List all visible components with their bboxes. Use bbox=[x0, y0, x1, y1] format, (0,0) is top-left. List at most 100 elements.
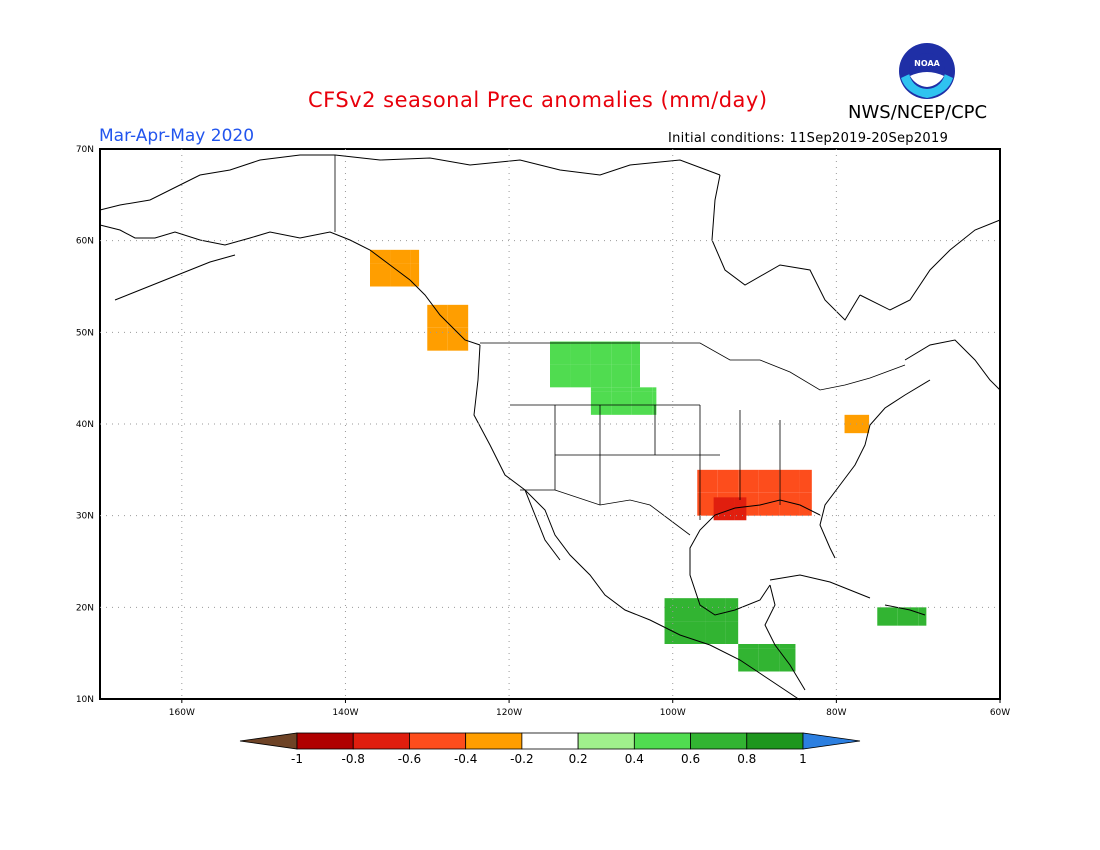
anomaly-cell bbox=[631, 364, 640, 388]
agency-label: NWS/NCEP/CPC bbox=[848, 102, 988, 123]
anomaly-cell bbox=[550, 341, 571, 365]
lat-tick-label: 70N bbox=[76, 145, 94, 155]
coastlines bbox=[99, 154, 1001, 701]
anomaly-cell bbox=[717, 469, 739, 493]
state-lines bbox=[510, 404, 781, 520]
cuba bbox=[769, 574, 871, 599]
colorbar-bin bbox=[633, 732, 691, 750]
lat-tick-label: 60N bbox=[76, 237, 94, 247]
lat-tick-label: 30N bbox=[76, 512, 94, 522]
colorbar-tick-label: -0.6 bbox=[398, 752, 421, 766]
canada-arctic bbox=[334, 154, 721, 176]
lat-tick-label: 50N bbox=[76, 328, 94, 338]
lon-tick-label: 80W bbox=[826, 708, 846, 718]
anomaly-cell bbox=[570, 341, 591, 365]
colorbar-tick-label: -0.2 bbox=[510, 752, 533, 766]
colorbar-tick-label: 0.2 bbox=[569, 752, 588, 766]
lon-tick-label: 100W bbox=[660, 708, 686, 718]
hudson-bay bbox=[711, 174, 861, 321]
colorbar-bin bbox=[746, 732, 804, 750]
anomaly-cell bbox=[758, 492, 780, 516]
colorbar: -1 -0.8 -0.6 -0.4 -0.2 0.2 0.4 0.6 0.8 1 bbox=[239, 732, 861, 766]
anomaly-cell bbox=[713, 497, 735, 521]
anomaly-cell bbox=[918, 607, 927, 626]
lat-tick-label: 20N bbox=[76, 603, 94, 613]
colorbar-tick-label: 1 bbox=[799, 752, 807, 766]
anomaly-cell bbox=[799, 469, 812, 493]
chart-title: CFSv2 seasonal Prec anomalies (mm/day) bbox=[308, 88, 768, 112]
anomaly-cell bbox=[590, 387, 612, 392]
colorbar-tick-label: -1 bbox=[291, 752, 303, 766]
colorbar-tick-label: -0.4 bbox=[454, 752, 477, 766]
anomaly-cell bbox=[611, 391, 632, 415]
anomaly-cell bbox=[897, 607, 919, 626]
colorbar-above-arrow bbox=[802, 732, 861, 750]
lon-tick-label: 160W bbox=[169, 708, 195, 718]
anomaly-cell bbox=[779, 644, 796, 649]
anomaly-cell bbox=[631, 387, 653, 392]
anomaly-cell bbox=[758, 469, 780, 493]
hispaniola bbox=[884, 604, 926, 616]
anomaly-cell bbox=[844, 414, 865, 434]
lon-tick-label: 60W bbox=[990, 708, 1010, 718]
anomaly-cell bbox=[697, 469, 718, 493]
period-label: Mar-Apr-May 2020 bbox=[99, 126, 255, 146]
anomaly-cell bbox=[758, 644, 780, 649]
anomaly-cell bbox=[877, 607, 898, 626]
anomaly-cell bbox=[370, 263, 391, 287]
colorbar-bin bbox=[465, 732, 523, 750]
colorbar-tick-label: -0.8 bbox=[342, 752, 365, 766]
map-grid bbox=[100, 149, 1000, 699]
baja bbox=[524, 489, 561, 561]
anomaly-cell bbox=[652, 391, 657, 415]
anomaly-cell bbox=[725, 598, 739, 622]
anomaly-cell bbox=[725, 621, 739, 644]
gulf-coast bbox=[689, 499, 821, 616]
colorbar-below-arrow bbox=[239, 732, 298, 750]
anomaly-cells bbox=[370, 249, 927, 672]
anomaly-cell bbox=[734, 497, 747, 521]
anomaly-cell bbox=[447, 304, 469, 328]
anomaly-cell bbox=[652, 387, 657, 392]
logo-text: NOAA bbox=[914, 59, 940, 68]
alaska-coast bbox=[99, 224, 481, 346]
colorbar-bin bbox=[521, 732, 579, 750]
alaska-north bbox=[99, 154, 335, 211]
anomaly-cell bbox=[799, 492, 812, 516]
us-west-coast bbox=[473, 344, 801, 701]
anomaly-cell bbox=[685, 598, 706, 622]
anomaly-cell bbox=[779, 648, 796, 672]
central-america-east bbox=[764, 584, 806, 691]
lon-tick-label: 120W bbox=[496, 708, 522, 718]
initial-conditions-label: Initial conditions: 11Sep2019-20Sep2019 bbox=[668, 131, 949, 146]
anomaly-cell bbox=[550, 364, 571, 388]
colorbar-tick-label: 0.4 bbox=[625, 752, 644, 766]
anomaly-cell bbox=[697, 492, 718, 516]
anomaly-cell bbox=[779, 492, 800, 516]
anomaly-cell bbox=[427, 304, 448, 328]
us-canada-border bbox=[480, 342, 906, 391]
colorbar-bin bbox=[577, 732, 635, 750]
anomaly-cell bbox=[590, 391, 612, 415]
political-borders bbox=[334, 155, 906, 536]
anomaly-cell bbox=[738, 644, 759, 649]
anomaly-cell bbox=[410, 249, 420, 264]
anomaly-cell bbox=[705, 621, 726, 644]
anomaly-cell bbox=[865, 414, 870, 434]
colorbar-bin bbox=[352, 732, 410, 750]
lon-tick-label: 140W bbox=[332, 708, 358, 718]
anomaly-cell bbox=[631, 391, 653, 415]
newfoundland-nova bbox=[904, 339, 1001, 391]
anomaly-cell bbox=[758, 648, 780, 672]
colorbar-tick-label: 0.6 bbox=[681, 752, 700, 766]
lat-tick-label: 10N bbox=[76, 695, 94, 705]
anomaly-cell bbox=[631, 341, 640, 365]
colorbar-bin bbox=[690, 732, 748, 750]
colorbar-bin bbox=[296, 732, 354, 750]
noaa-logo: NOAA bbox=[899, 43, 955, 99]
anomaly-cell bbox=[390, 249, 411, 264]
anomaly-cell bbox=[447, 327, 469, 351]
labrador bbox=[859, 219, 1001, 311]
anomaly-cell bbox=[590, 341, 612, 365]
